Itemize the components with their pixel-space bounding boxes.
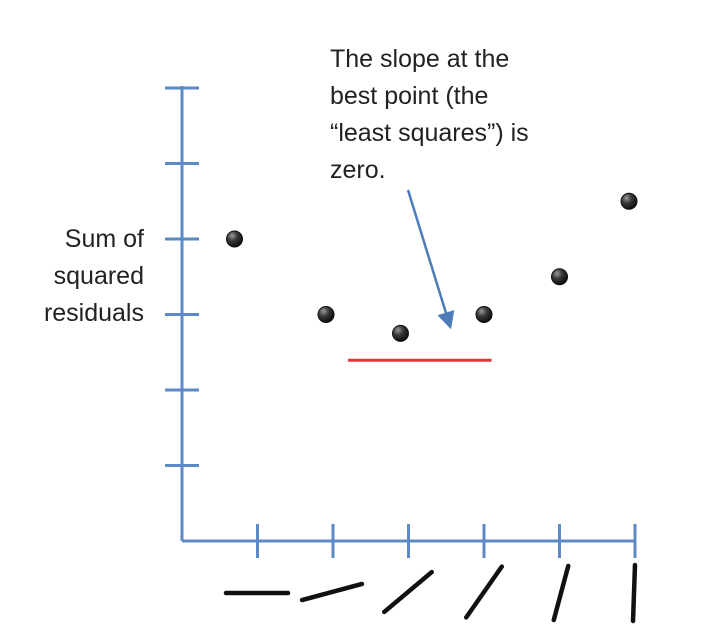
annotation-line-2: best point (the — [330, 82, 488, 110]
data-point — [551, 268, 568, 286]
annotation-line-3: “least squares”) is — [330, 119, 529, 147]
x-ticks — [256, 524, 637, 558]
axes — [180, 86, 636, 543]
data-point — [226, 230, 243, 248]
slope-glyph — [382, 569, 434, 615]
y-axis-label-line-3: residuals — [44, 299, 144, 327]
slope-glyph — [299, 581, 365, 603]
slope-glyph — [551, 563, 571, 623]
annotation: The slope at the best point (the “least … — [330, 45, 529, 184]
data-point — [475, 306, 493, 323]
annotation-arrow — [406, 189, 455, 330]
y-axis-label-line-1: Sum of — [65, 225, 144, 253]
data-point — [620, 192, 638, 210]
data-point — [392, 324, 409, 342]
data-points — [226, 192, 638, 342]
slope-glyphs — [223, 562, 638, 624]
annotation-line-4: zero. — [330, 156, 386, 184]
y-axis-label: Sum of squared residuals — [44, 225, 144, 327]
data-point — [317, 306, 335, 323]
y-axis-label-line-2: squared — [54, 262, 144, 290]
annotation-line-1: The slope at the — [330, 45, 509, 73]
y-ticks — [165, 86, 199, 467]
slope-glyph — [630, 562, 638, 624]
slope-glyph — [463, 564, 505, 620]
